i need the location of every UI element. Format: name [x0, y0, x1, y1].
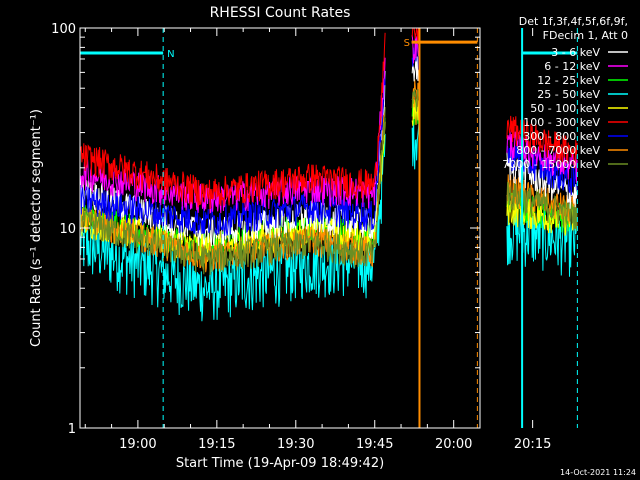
axis-layer: 19:00 19:15 19:30 19:45 20:00 20:15 1 10 100	[51, 22, 551, 452]
legend-entry-label-8: 7000 - 15000 keV	[502, 158, 600, 171]
series-line-6-12-kev	[79, 33, 578, 214]
timestamp: 14-Oct-2021 11:24	[560, 468, 636, 477]
y-tick-label-2: 100	[51, 22, 76, 37]
legend-entry-label-0: 3 - 6 keV	[551, 46, 600, 59]
legend-header-line-1: Det 1f,3f,4f,5f,6f,9f,	[519, 15, 628, 28]
y-tick-label-1: 10	[59, 222, 76, 237]
x-tick-label-5: 20:15	[514, 437, 551, 452]
legend-entry-label-2: 12 - 25 keV	[537, 74, 600, 87]
series-line-7000-15000-kev	[79, 88, 578, 276]
legend-entry-label-3: 25 - 50 keV	[537, 88, 600, 101]
legend-header-line-2: FDecim 1, Att 0	[543, 29, 628, 42]
y-tick-label-0: 1	[68, 422, 76, 437]
x-tick-label-2: 19:30	[277, 437, 314, 452]
flag-label-n: N	[167, 49, 174, 60]
flag-label-s: S	[404, 38, 410, 49]
legend-entry-label-5: 100 - 300 keV	[523, 116, 600, 129]
legend-entry-label-7: 800 - 7000 keV	[516, 144, 600, 157]
chart-title: RHESSI Count Rates	[210, 5, 351, 21]
legend-entry-label-6: 300 - 800 keV	[523, 130, 600, 143]
x-tick-label-3: 19:45	[356, 437, 393, 452]
legend: Det 1f,3f,4f,5f,6f,9f, FDecim 1, Att 0 3…	[502, 15, 628, 171]
x-tick-label-0: 19:00	[119, 437, 156, 452]
series-line-100-300-kev	[79, 27, 578, 210]
series-layer	[79, 27, 578, 322]
series-line-300-800-kev	[79, 42, 578, 236]
flag-layer: NS	[79, 28, 578, 428]
y-axis-label: Count Rate (s⁻¹ detector segment⁻¹)	[29, 109, 44, 347]
x-axis-label: Start Time (19-Apr-09 18:49:42)	[176, 456, 384, 471]
x-tick-label-4: 20:00	[435, 437, 472, 452]
x-tick-label-1: 19:15	[198, 437, 235, 452]
legend-entry-label-1: 6 - 12 keV	[544, 60, 600, 73]
legend-entry-label-4: 50 - 100 keV	[530, 102, 600, 115]
